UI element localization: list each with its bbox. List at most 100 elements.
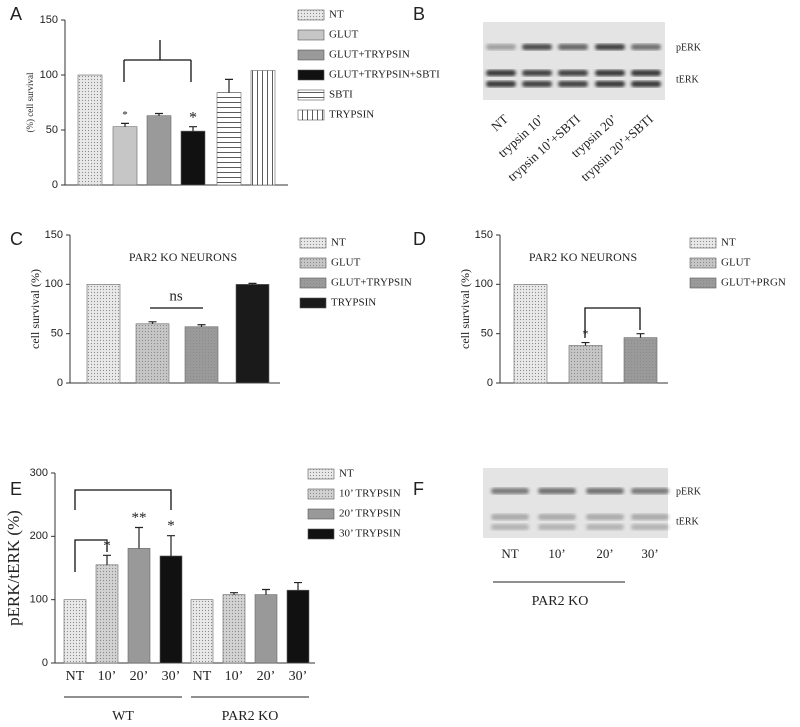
blot-band <box>538 524 576 530</box>
bar-texture <box>191 599 213 663</box>
y-tick-label: 100 <box>30 594 48 606</box>
blot-band <box>522 70 552 76</box>
error-bar <box>636 333 645 338</box>
error-bar <box>155 112 163 116</box>
lane-label: 30’ <box>641 546 658 561</box>
blot-band <box>491 488 529 494</box>
panel-letter: A <box>10 4 22 24</box>
legend-label: GLUT+TRYPSIN <box>329 49 410 61</box>
error-bar <box>103 554 111 565</box>
x-tick-label: 10’ <box>225 669 244 684</box>
blot-row-label: tERK <box>676 516 700 527</box>
bar-texture <box>96 564 118 663</box>
error-bar <box>135 526 143 549</box>
legend-swatch <box>297 29 325 41</box>
y-tick-label: 300 <box>30 467 48 479</box>
legend-swatch <box>307 528 335 540</box>
lane-label: 10’ <box>548 546 565 561</box>
chart-title: PAR2 KO NEURONS <box>529 250 637 264</box>
bar <box>254 594 278 664</box>
legend-label: GLUT <box>329 29 359 41</box>
blot-band <box>486 81 516 87</box>
legend-label: SBTI <box>329 89 353 101</box>
panel-letter: D <box>413 229 426 249</box>
blot-band <box>558 44 588 50</box>
bar <box>180 130 206 186</box>
bar-texture <box>87 284 120 383</box>
bar <box>112 126 138 186</box>
legend-label: NT <box>339 468 354 480</box>
bar-texture <box>251 70 275 185</box>
panel-letter: E <box>10 479 22 499</box>
group-label: WT <box>112 709 134 724</box>
blot-band <box>558 70 588 76</box>
annotation: * <box>103 538 111 554</box>
blot-band <box>631 524 669 530</box>
legend-label: NT <box>329 9 344 21</box>
blot-band <box>586 514 624 520</box>
blot-row-label: pERK <box>676 42 702 53</box>
error-bar <box>148 321 157 324</box>
chart-title: PAR2 KO NEURONS <box>129 250 237 264</box>
bar-texture <box>298 90 324 100</box>
error-bar <box>167 535 175 556</box>
legend-label: TRYPSIN <box>329 109 374 121</box>
y-axis-label: cell survival (%) <box>28 269 42 349</box>
lane-label: NT <box>488 111 511 134</box>
y-tick-label: 150 <box>475 229 493 241</box>
error-bar <box>262 588 270 595</box>
blot-band <box>631 44 661 50</box>
bar-texture <box>185 326 218 383</box>
group-label: PAR2 KO <box>222 709 279 724</box>
legend-label: NT <box>721 237 736 249</box>
x-tick-label: NT <box>66 669 85 684</box>
legend-label: NT <box>331 237 346 249</box>
legend-label: GLUT <box>721 257 751 269</box>
bar-texture <box>223 594 245 663</box>
panel-letter: C <box>10 229 23 249</box>
legend-label: GLUT+TRYPSIN <box>331 277 412 289</box>
bar-texture <box>308 489 334 499</box>
legend-label: GLUT+PRGN <box>721 277 786 289</box>
error-bar <box>248 282 257 285</box>
lane-label: 20’ <box>596 546 613 561</box>
error-bar <box>230 592 238 595</box>
blot-row-label: pERK <box>676 486 702 497</box>
error-bar <box>581 341 590 346</box>
blot-background <box>483 22 665 100</box>
legend-swatch <box>307 508 335 520</box>
bar-texture <box>514 284 547 383</box>
bar-texture <box>300 278 326 288</box>
x-tick-label: NT <box>193 669 212 684</box>
legend-label: GLUT <box>331 257 361 269</box>
legend-swatch <box>297 69 325 81</box>
bar-texture <box>624 337 657 383</box>
legend-swatch <box>299 297 327 309</box>
blot-band <box>595 81 625 87</box>
y-tick-label: 200 <box>30 530 48 542</box>
bar-texture <box>690 258 716 268</box>
legend-label: GLUT+TRYPSIN+SBTI <box>329 69 440 81</box>
bar-texture <box>569 345 602 383</box>
blot-row-label: tERK <box>676 74 700 85</box>
x-tick-label: 10’ <box>98 669 117 684</box>
blot-band <box>631 81 661 87</box>
blot-band <box>631 488 669 494</box>
blot-band <box>631 70 661 76</box>
y-tick-label: 100 <box>40 69 58 81</box>
y-tick-label: 50 <box>51 328 63 340</box>
bracket <box>584 307 641 338</box>
bracket <box>74 539 108 572</box>
blot-band <box>522 81 552 87</box>
bar <box>146 115 172 186</box>
legend-label: TRYPSIN <box>331 297 376 309</box>
y-tick-label: 0 <box>57 377 63 389</box>
error-bar <box>189 126 197 132</box>
legend-label: 30’ TRYPSIN <box>339 528 401 540</box>
y-axis-label: pERK/tERK (%) <box>4 510 23 626</box>
bar-texture <box>298 110 324 120</box>
annotation: * <box>583 326 589 340</box>
blot-band <box>538 488 576 494</box>
blot-band <box>522 44 552 50</box>
